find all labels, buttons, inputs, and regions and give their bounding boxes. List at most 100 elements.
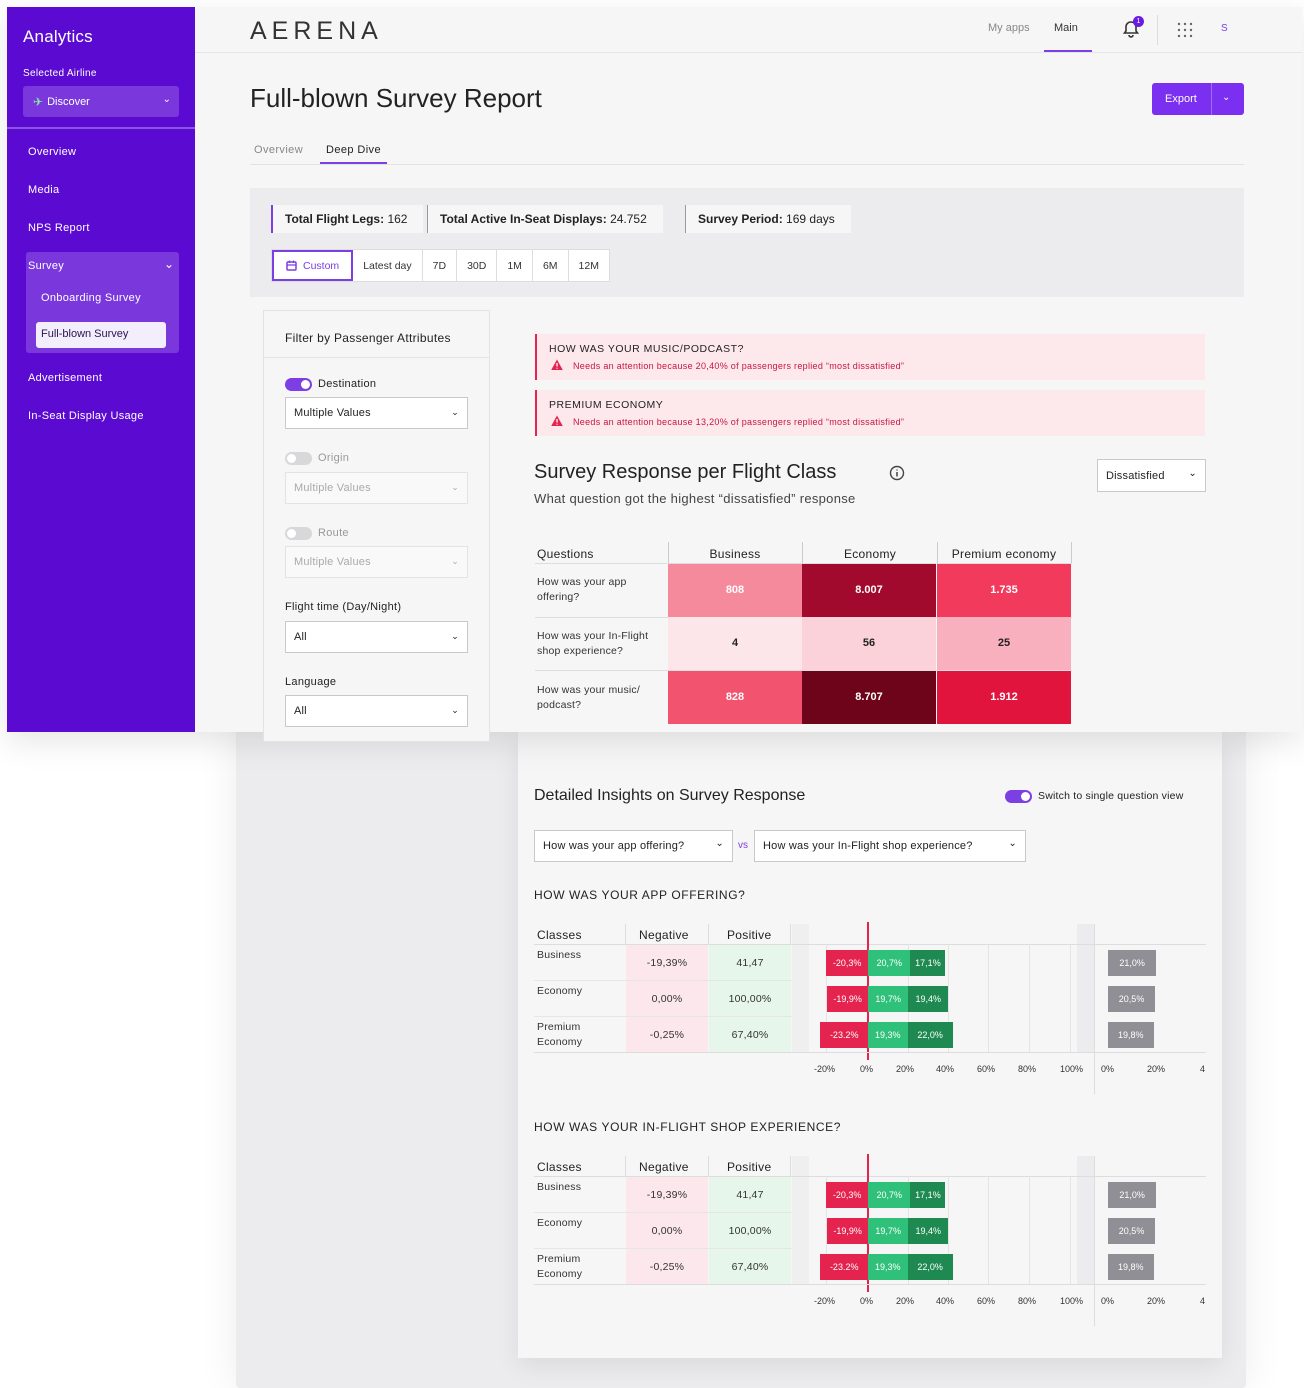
sidebar-item-nps-report[interactable]: NPS Report xyxy=(28,222,90,234)
negative-bar[interactable]: -23.2% xyxy=(820,1022,868,1048)
avatar[interactable]: S xyxy=(1221,23,1228,34)
sidebar-item-full-blown-survey[interactable]: Full-blown Survey xyxy=(36,322,166,348)
info-icon[interactable] xyxy=(889,465,905,481)
tab-active-indicator xyxy=(320,162,387,164)
gridline xyxy=(1029,1176,1030,1284)
range-30d[interactable]: 30D xyxy=(457,250,498,281)
divider xyxy=(937,542,938,563)
negative-bar[interactable]: -23.2% xyxy=(820,1254,868,1280)
range-1m[interactable]: 1M xyxy=(497,250,533,281)
neutral-bar[interactable]: 20,5% xyxy=(1108,1218,1156,1244)
neutral-bar[interactable]: 20,5% xyxy=(1108,986,1156,1012)
range-7d[interactable]: 7D xyxy=(423,250,458,281)
positive-bar[interactable]: 19,3% xyxy=(868,1022,908,1048)
gridline xyxy=(1029,944,1030,1052)
chevron-down-icon: ⌄ xyxy=(1188,468,1197,479)
neutral-bar[interactable]: 21,0% xyxy=(1108,1182,1157,1208)
single-question-toggle[interactable] xyxy=(1005,790,1032,803)
negative-bar[interactable]: -20,3% xyxy=(826,1182,868,1208)
stat-displays: Total Active In-Seat Displays: 24.752 xyxy=(427,205,663,233)
route-select[interactable]: Multiple Values ⌄ xyxy=(285,546,468,578)
route-toggle[interactable] xyxy=(285,527,312,540)
sidebar-item-media[interactable]: Media xyxy=(28,184,60,196)
stat-separator xyxy=(427,205,428,233)
positive-bar[interactable]: 20,7% xyxy=(868,950,911,976)
divider xyxy=(708,1156,709,1176)
sidebar-title: Analytics xyxy=(23,27,93,46)
gridline xyxy=(1070,944,1071,1052)
airline-select[interactable]: ✈ Discover ⌄ xyxy=(23,86,179,117)
heatmap-cell[interactable]: 25 xyxy=(937,617,1071,670)
language-select[interactable]: All ⌄ xyxy=(285,695,468,727)
range-latest-day[interactable]: Latest day xyxy=(353,250,423,281)
apps-grid-icon[interactable] xyxy=(1177,22,1193,38)
chevron-down-icon[interactable]: ⌄ xyxy=(1222,92,1231,103)
destination-toggle[interactable] xyxy=(285,378,312,391)
heatmap-cell[interactable]: 8.007 xyxy=(802,564,936,617)
positive-bar[interactable]: 19,3% xyxy=(868,1254,908,1280)
negative-bar[interactable]: -19,9% xyxy=(827,986,868,1012)
positive-bar[interactable]: 20,7% xyxy=(868,1182,911,1208)
neutral-bar[interactable]: 19,8% xyxy=(1108,1022,1154,1048)
origin-toggle[interactable] xyxy=(285,452,312,465)
tab-deep-dive[interactable]: Deep Dive xyxy=(326,144,381,156)
heatmap-cell[interactable]: 1.912 xyxy=(937,671,1071,724)
origin-select[interactable]: Multiple Values ⌄ xyxy=(285,472,468,504)
heatmap-row-question: How was your app offering? xyxy=(537,576,627,603)
heatmap-cell[interactable]: 808 xyxy=(668,564,802,617)
class-label: Business xyxy=(537,949,582,961)
strong-positive-bar[interactable]: 19,4% xyxy=(908,986,949,1012)
question2-select[interactable]: How was your In-Flight shop experience? … xyxy=(754,830,1026,862)
strong-positive-bar[interactable]: 17,1% xyxy=(910,950,946,976)
sidebar-item-in-seat-display-usage[interactable]: In-Seat Display Usage xyxy=(28,410,144,422)
divider xyxy=(1094,1156,1095,1326)
negative-bar[interactable]: -19,9% xyxy=(827,1218,868,1244)
axis-tick-label: 60% xyxy=(977,1064,996,1074)
neutral-bar[interactable]: 21,0% xyxy=(1108,950,1157,976)
strong-positive-bar[interactable]: 22,0% xyxy=(907,1022,953,1048)
neutral-bar[interactable]: 19,8% xyxy=(1108,1254,1154,1280)
heatmap-col-questions: Questions xyxy=(537,547,594,561)
top-bar: AERENA My apps Main 1 S xyxy=(195,7,1302,53)
heatmap-cell[interactable]: 56 xyxy=(802,617,936,670)
flight-time-select[interactable]: All ⌄ xyxy=(285,621,468,653)
gridline xyxy=(948,1176,949,1284)
axis-tick-label: 20% xyxy=(896,1064,915,1074)
strong-positive-bar[interactable]: 19,4% xyxy=(908,1218,949,1244)
chevron-down-icon: ⌄ xyxy=(715,838,724,849)
sidebar-item-survey[interactable]: Survey xyxy=(28,260,65,272)
strong-positive-bar[interactable]: 17,1% xyxy=(910,1182,946,1208)
axis-tick-label: 80% xyxy=(1018,1296,1037,1306)
response-type-select[interactable]: Dissatisfied ⌄ xyxy=(1097,459,1206,492)
export-button[interactable]: Export ⌄ xyxy=(1152,83,1244,115)
tab-overview[interactable]: Overview xyxy=(254,144,304,156)
heatmap-cell[interactable]: 1.735 xyxy=(937,564,1071,617)
range-6m[interactable]: 6M xyxy=(533,250,569,281)
stat-value: 169 days xyxy=(786,212,835,226)
positive-bar[interactable]: 19,7% xyxy=(868,986,909,1012)
nav-main[interactable]: Main xyxy=(1054,22,1078,34)
destination-select[interactable]: Multiple Values ⌄ xyxy=(285,397,468,429)
negative-bar[interactable]: -20,3% xyxy=(826,950,868,976)
chevron-down-icon[interactable]: ⌄ xyxy=(164,257,175,271)
positive-cell-bg xyxy=(709,945,791,980)
nav-my-apps[interactable]: My apps xyxy=(988,22,1030,34)
strong-positive-bar[interactable]: 22,0% xyxy=(907,1254,953,1280)
divider xyxy=(708,924,709,944)
sidebar-item-onboarding-survey[interactable]: Onboarding Survey xyxy=(41,292,141,304)
chart-gutter xyxy=(792,1156,809,1284)
sidebar-item-advertisement[interactable]: Advertisement xyxy=(28,372,103,384)
positive-cell-bg xyxy=(709,1017,791,1052)
positive-bar[interactable]: 19,7% xyxy=(868,1218,909,1244)
axis-tick-label: 100% xyxy=(1060,1296,1084,1306)
negative-cell-bg xyxy=(626,1177,708,1212)
negative-cell-bg xyxy=(626,945,708,980)
range-custom[interactable]: Custom xyxy=(272,250,354,281)
alert-music-podcast: HOW WAS YOUR MUSIC/PODCAST? Needs an att… xyxy=(535,334,1205,380)
sidebar-item-overview[interactable]: Overview xyxy=(28,146,77,158)
question1-select[interactable]: How was your app offering? ⌄ xyxy=(534,830,733,862)
range-12m[interactable]: 12M xyxy=(578,259,599,272)
heatmap-cell[interactable]: 8.707 xyxy=(802,671,936,724)
heatmap-cell[interactable]: 4 xyxy=(668,617,802,670)
heatmap-cell[interactable]: 828 xyxy=(668,671,802,724)
